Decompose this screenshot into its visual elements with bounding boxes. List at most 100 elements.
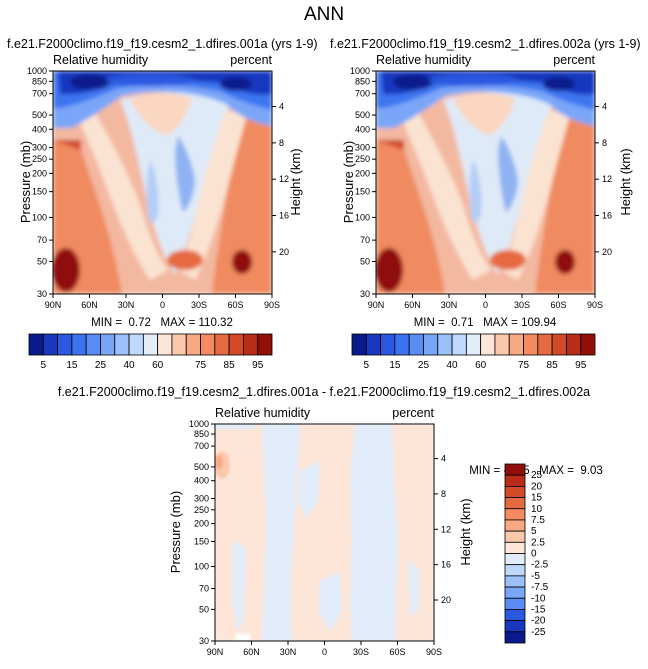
panel-2-height-ticks: 4 8 12 16 20 <box>595 102 612 257</box>
colorbar-tick-label: 15 <box>531 493 543 504</box>
pressure-tick-label: 100 <box>32 212 47 222</box>
latitude-tick-label: 90N <box>207 647 224 657</box>
colorbar-swatch <box>504 497 526 510</box>
latitude-tick-label: 30S <box>353 647 369 657</box>
pressure-tick-label: 100 <box>194 561 209 571</box>
pressure-tick-label: 850 <box>194 429 209 439</box>
colorbar-tick-label: 95 <box>252 360 264 371</box>
colorbar-swatch <box>504 474 526 487</box>
pressure-tick-label: 100 <box>355 212 370 222</box>
latitude-tick-label: 60S <box>550 300 566 310</box>
panel-1-y-axis-label: Pressure (mb) <box>18 141 33 223</box>
colorbar-swatch <box>566 333 582 356</box>
colorbar-swatch <box>394 333 410 356</box>
panel-2-units-label: percent <box>553 53 595 67</box>
pressure-tick-label: 50 <box>360 257 370 267</box>
colorbar-tick-label: 60 <box>475 360 487 371</box>
pressure-tick-label: 250 <box>355 154 370 164</box>
panel-2-height-axis-label: Height (km) <box>618 148 633 215</box>
pressure-tick-label: 400 <box>32 124 47 134</box>
panel-3-variable-label: Relative humidity <box>215 406 311 420</box>
colorbar-swatch <box>451 333 467 356</box>
height-tick-label: 20 <box>602 247 612 257</box>
panel-3-height-ticks: 4 8 12 16 20 <box>434 454 451 605</box>
height-tick-label: 12 <box>602 174 612 184</box>
latitude-tick-label: 30N <box>118 300 135 310</box>
panel-3-units-label: percent <box>392 406 434 420</box>
height-tick-label: 4 <box>279 102 284 112</box>
pressure-tick-label: 700 <box>194 441 209 451</box>
figure-title: ANN <box>304 4 344 25</box>
pressure-tick-label: 1000 <box>189 419 209 429</box>
colorbar-swatch <box>508 333 524 356</box>
panel-1-min-max-stats: MIN = 0.72 MAX = 110.32 <box>91 317 233 329</box>
colorbar-swatch <box>504 586 526 599</box>
colorbar-tick-label: -2.5 <box>531 560 549 571</box>
colorbar-swatch <box>494 333 510 356</box>
colorbar-swatch <box>504 564 526 577</box>
panel-2-latitude-ticks: 90N 60N 30N 0 30S 60S 90S <box>368 294 603 310</box>
colorbar-tick-label: 20 <box>531 481 543 492</box>
latitude-tick-label: 60N <box>404 300 421 310</box>
colorbar-swatch <box>214 333 230 356</box>
colorbar-tick-label: -7.5 <box>531 582 549 593</box>
colorbar-tick-label: 75 <box>195 360 207 371</box>
colorbar-swatch <box>465 333 482 356</box>
height-tick-label: 8 <box>441 489 446 499</box>
latitude-tick-label: 0 <box>160 300 165 310</box>
pressure-tick-label: 700 <box>32 89 47 99</box>
colorbar-swatch <box>351 333 367 356</box>
pressure-tick-label: 200 <box>32 168 47 178</box>
colorbar-tick-label: 60 <box>152 360 164 371</box>
colorbar-tick-label: 2.5 <box>531 537 545 548</box>
pressure-tick-label: 70 <box>37 235 47 245</box>
panel-2-variable-label: Relative humidity <box>376 53 472 67</box>
panel-3-y-axis-label: Pressure (mb) <box>168 491 183 573</box>
colorbar-tick-label: 85 <box>547 360 559 371</box>
colorbar-tick-label: -25 <box>531 627 546 638</box>
height-tick-label: 16 <box>602 211 612 221</box>
colorbar-swatch <box>380 333 396 356</box>
latitude-tick-label: 60S <box>227 300 243 310</box>
colorbar-tick-label: -10 <box>531 593 546 604</box>
height-tick-label: 8 <box>602 138 607 148</box>
colorbar-tick-label: 85 <box>224 360 236 371</box>
colorbar-swatch <box>157 333 173 356</box>
latitude-tick-label: 90S <box>587 300 603 310</box>
panel-1-contour-field <box>53 71 272 294</box>
height-tick-label: 4 <box>602 102 607 112</box>
height-tick-label: 12 <box>441 524 451 534</box>
colorbar-swatch <box>551 333 567 356</box>
latitude-tick-label: 0 <box>483 300 488 310</box>
panel-3-min-max-stats: MIN = -2.85 MAX = 9.03 <box>469 465 603 477</box>
pressure-tick-label: 1000 <box>350 66 370 76</box>
height-tick-label: 8 <box>279 138 284 148</box>
pressure-tick-label: 300 <box>194 494 209 504</box>
panel-1-height-ticks: 4 8 12 16 20 <box>272 102 289 257</box>
latitude-tick-label: 90S <box>264 300 280 310</box>
colorbar-swatch <box>537 333 553 356</box>
pressure-tick-label: 400 <box>355 124 370 134</box>
colorbar-tick-label: 25 <box>418 360 430 371</box>
pressure-tick-label: 50 <box>37 257 47 267</box>
pressure-tick-label: 150 <box>32 187 47 197</box>
colorbar-tick-label: 25 <box>95 360 107 371</box>
colorbar-tick-label: -15 <box>531 604 546 615</box>
pressure-tick-label: 150 <box>355 187 370 197</box>
height-tick-label: 20 <box>279 247 289 257</box>
pressure-tick-label: 200 <box>355 168 370 178</box>
colorbar-swatch <box>28 333 44 356</box>
latitude-tick-label: 60S <box>389 647 405 657</box>
colorbar-swatch <box>42 333 58 356</box>
pressure-tick-label: 700 <box>355 89 370 99</box>
latitude-tick-label: 60N <box>81 300 98 310</box>
panel-3-case-title: f.e21.F2000climo.f19_f19.cesm2_1.dfires.… <box>58 385 590 399</box>
colorbar-tick-label: 5 <box>364 360 370 371</box>
colorbar-tick-label: 40 <box>123 360 135 371</box>
colorbar-swatch <box>504 463 526 476</box>
pressure-tick-label: 70 <box>360 235 370 245</box>
colorbar-swatch <box>243 333 259 356</box>
pressure-tick-label: 500 <box>32 110 47 120</box>
pressure-tick-label: 250 <box>194 505 209 515</box>
